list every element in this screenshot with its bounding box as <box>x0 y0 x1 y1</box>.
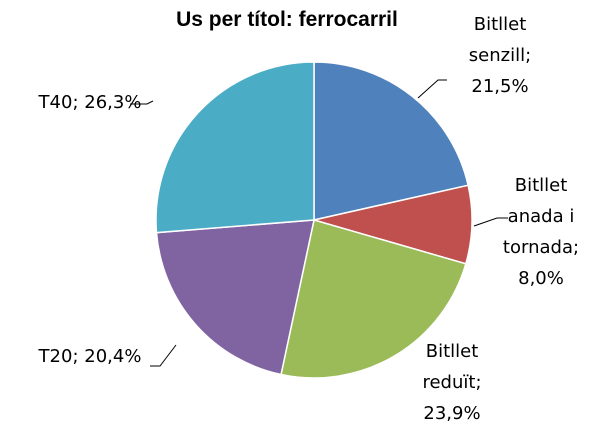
value-label: 26,3% <box>84 92 142 113</box>
value-label: 23,9% <box>423 403 481 424</box>
label-separator: ; <box>572 237 580 258</box>
pie <box>155 61 473 379</box>
data-label-text: Bitllet senzill; 21,5% <box>448 9 552 102</box>
data-label: Bitllet anada i tornada; 8,0% <box>490 170 592 294</box>
data-labels: Bitllet senzill; 21,5% Bitllet anada i to… <box>20 9 592 428</box>
pie-slice <box>313 61 470 221</box>
pie-slice <box>155 219 315 376</box>
pie-slice <box>155 61 315 234</box>
value-label: 21,5% <box>471 76 529 97</box>
data-label-text: T40; 26,3% <box>20 87 160 118</box>
value-label: 8,0% <box>518 268 564 289</box>
data-label: Bitllet senzill; 21,5% <box>448 9 552 102</box>
leader-lines <box>130 79 508 367</box>
data-label: T40; 26,3% <box>20 87 160 118</box>
category-name: Bitllet senzill <box>468 14 527 66</box>
data-label-text: Bitllet anada i tornada; 8,0% <box>490 170 592 294</box>
label-separator: ; <box>72 92 85 113</box>
data-label-text: T20; 20,4% <box>20 341 160 372</box>
label-separator: ; <box>525 45 532 66</box>
data-label-text: Bitllet reduït; 23,9% <box>398 336 506 428</box>
category-name: T40 <box>38 92 73 113</box>
category-name: T20 <box>38 346 73 367</box>
value-label: 20,4% <box>84 346 142 367</box>
leader-line <box>130 100 154 105</box>
leader-line <box>150 344 177 367</box>
data-label: Bitllet reduït; 23,9% <box>398 336 506 428</box>
pie-slice <box>280 219 467 379</box>
category-name: Bitllet reduït <box>422 341 479 393</box>
category-name: Bitllet anada i tornada <box>502 175 575 258</box>
data-label: T20; 20,4% <box>20 341 160 372</box>
leader-line <box>417 79 447 99</box>
label-separator: ; <box>475 372 482 393</box>
leader-line <box>473 217 508 227</box>
chart-title: Us per títol: ferrocarril <box>176 8 398 31</box>
label-separator: ; <box>72 346 85 367</box>
